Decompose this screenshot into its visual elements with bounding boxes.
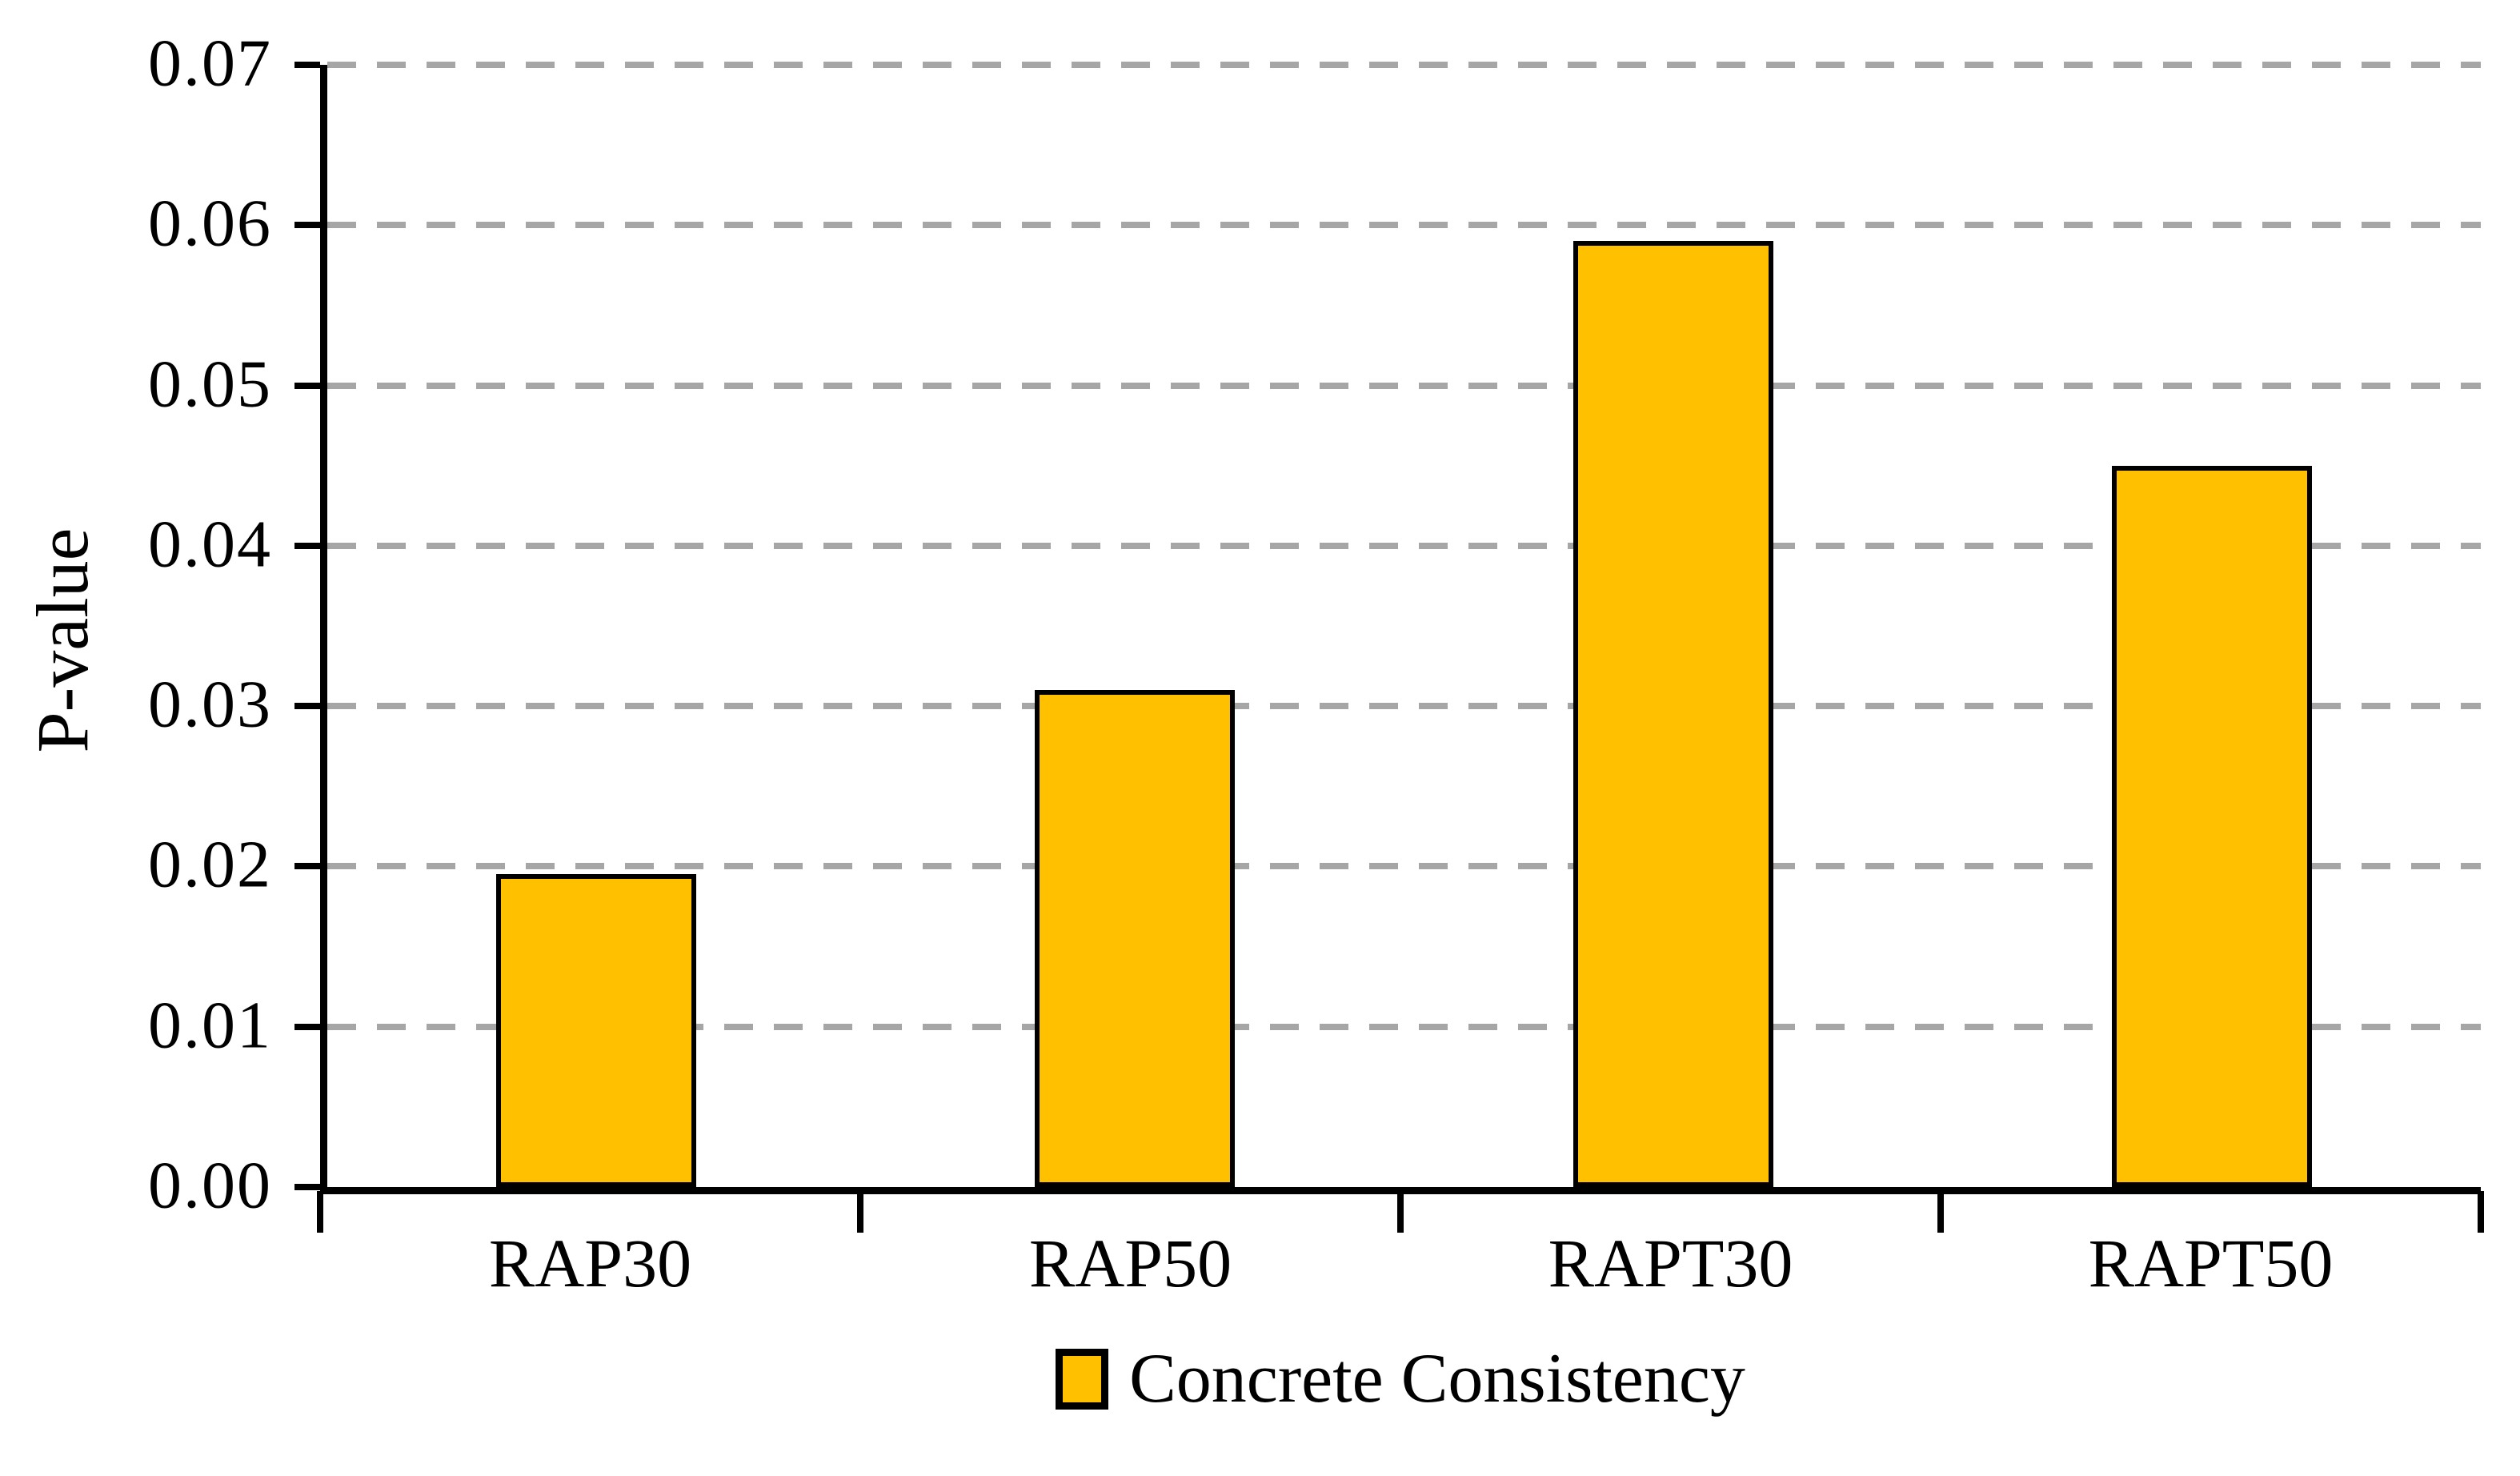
- gridline-0.07: [327, 62, 2481, 68]
- x-tick-mark-4: [2478, 1191, 2484, 1233]
- gridline-0.03: [327, 703, 2481, 710]
- y-axis-tick-marks: [294, 62, 320, 1190]
- y-tick-mark-0.05: [294, 382, 320, 389]
- x-label-RAP30: RAP30: [488, 1225, 692, 1302]
- gridline-0.06: [327, 222, 2481, 229]
- x-label-RAPT50: RAPT50: [2088, 1225, 2334, 1302]
- bar-RAP50: [1035, 690, 1236, 1187]
- gridline-0.01: [327, 1023, 2481, 1030]
- y-tick-label-0.05: 0.05: [148, 347, 272, 422]
- y-tick-mark-0.01: [294, 1023, 320, 1030]
- x-axis-tick-marks: [317, 1191, 2484, 1236]
- legend-swatch: [1056, 1348, 1109, 1410]
- bar-RAPT50: [2111, 465, 2312, 1187]
- y-axis-tick-labels: 0.00 0.01 0.02 0.03 0.04 0.05 0.06 0.07: [0, 26, 272, 1223]
- y-tick-mark-0.04: [294, 542, 320, 549]
- y-tick-mark-0.06: [294, 222, 320, 229]
- y-tick-label-0.06: 0.06: [148, 186, 272, 261]
- bar-RAPT30: [1572, 241, 1773, 1187]
- legend-label: Concrete Consistency: [1129, 1340, 1745, 1418]
- bar-RAP30: [496, 874, 697, 1187]
- y-tick-label-0.03: 0.03: [148, 667, 272, 742]
- y-tick-label-0.02: 0.02: [148, 827, 272, 902]
- gridline-0.02: [327, 863, 2481, 870]
- gridlines-layer: [327, 62, 2481, 1187]
- x-tick-mark-2: [1397, 1191, 1404, 1233]
- y-tick-mark-0.03: [294, 703, 320, 710]
- bars-layer: [327, 65, 2481, 1187]
- y-tick-mark-0.07: [294, 62, 320, 68]
- x-label-RAPT30: RAPT30: [1548, 1225, 1793, 1302]
- x-axis-labels: RAP30 RAP50 RAPT30 RAPT50: [320, 1223, 2481, 1303]
- y-tick-label-0.07: 0.07: [148, 26, 272, 101]
- legend: Concrete Consistency: [320, 1338, 2481, 1419]
- x-tick-mark-3: [1937, 1191, 1944, 1233]
- plot-area: [320, 62, 2481, 1194]
- y-tick-label-0.01: 0.01: [148, 988, 272, 1063]
- y-tick-label-0.00: 0.00: [148, 1148, 272, 1223]
- x-tick-mark-1: [857, 1191, 863, 1233]
- y-tick-label-0.04: 0.04: [148, 507, 272, 582]
- x-tick-mark-0: [317, 1191, 323, 1233]
- y-tick-mark-0.02: [294, 863, 320, 870]
- gridline-0.05: [327, 382, 2481, 389]
- gridline-0.04: [327, 542, 2481, 549]
- x-label-RAP50: RAP50: [1028, 1225, 1232, 1302]
- y-tick-mark-0.00: [294, 1184, 320, 1190]
